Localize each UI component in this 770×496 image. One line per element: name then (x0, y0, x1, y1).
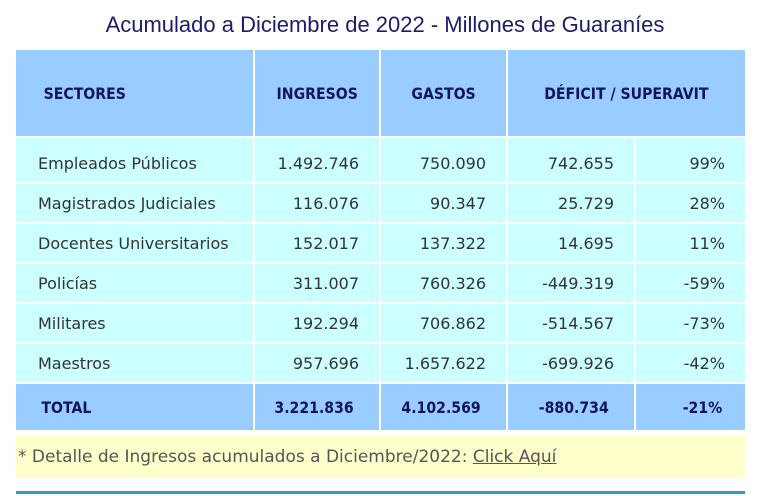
cell-deficit: 742.655 (508, 138, 634, 182)
cell-sector: Docentes Universitarios (16, 224, 253, 262)
note-text: * Detalle de Ingresos acumulados a Dicie… (18, 447, 473, 467)
header-sectores: SECTORES (16, 50, 253, 136)
table-row: Policías 311.007 760.326 -449.319 -59% (16, 264, 745, 302)
cell-sector: Policías (16, 264, 253, 302)
cell-gastos: 760.326 (381, 264, 506, 302)
cell-ingresos: 116.076 (255, 184, 379, 222)
cell-deficit: 14.695 (508, 224, 634, 262)
cell-ingresos: 957.696 (255, 344, 379, 382)
cell-sector: Militares (16, 304, 253, 342)
cell-ingresos: 192.294 (255, 304, 379, 342)
total-gastos: 4.102.569 (381, 384, 506, 430)
cell-ingresos: 1.492.746 (255, 138, 379, 182)
cell-pct: 28% (636, 184, 745, 222)
total-label: TOTAL (16, 384, 253, 430)
total-row: TOTAL 3.221.836 4.102.569 -880.734 -21% (16, 384, 745, 430)
cell-deficit: -514.567 (508, 304, 634, 342)
header-ingresos: INGRESOS (255, 50, 379, 136)
table-row: Magistrados Judiciales 116.076 90.347 25.72… (16, 184, 745, 222)
total-ingresos: 3.221.836 (255, 384, 379, 430)
data-table: SECTORES INGRESOS GASTOS DÉFICIT / SUPER… (14, 48, 747, 432)
cell-ingresos: 311.007 (255, 264, 379, 302)
cell-deficit: -449.319 (508, 264, 634, 302)
click-aqui-link[interactable]: Click Aquí (472, 447, 557, 467)
cell-ingresos: 152.017 (255, 224, 379, 262)
note: * Detalle de Ingresos acumulados a Dicie… (16, 436, 745, 478)
total-pct: -21% (636, 384, 745, 430)
table-row: Docentes Universitarios 152.017 137.322 14.… (16, 224, 745, 262)
total-deficit: -880.734 (508, 384, 634, 430)
cell-pct: 99% (636, 138, 745, 182)
table-row: Empleados Públicos 1.492.746 750.090 742.65… (16, 138, 745, 182)
cell-gastos: 1.657.622 (381, 344, 506, 382)
cell-gastos: 706.862 (381, 304, 506, 342)
divider (16, 491, 745, 494)
table-row: Maestros 957.696 1.657.622 -699.926 -42% (16, 344, 745, 382)
cell-pct: -42% (636, 344, 745, 382)
cell-sector: Magistrados Judiciales (16, 184, 253, 222)
cell-deficit: -699.926 (508, 344, 634, 382)
cell-sector: Maestros (16, 344, 253, 382)
cell-gastos: 137.322 (381, 224, 506, 262)
table-row: Militares 192.294 706.862 -514.567 -73% (16, 304, 745, 342)
cell-sector: Empleados Públicos (16, 138, 253, 182)
page-title: Acumulado a Diciembre de 2022 - Millones… (105, 12, 665, 37)
cell-pct: -59% (636, 264, 745, 302)
header-gastos: GASTOS (381, 50, 506, 136)
cell-deficit: 25.729 (508, 184, 634, 222)
cell-pct: -73% (636, 304, 745, 342)
cell-gastos: 90.347 (381, 184, 506, 222)
cell-gastos: 750.090 (381, 138, 506, 182)
header-deficit: DÉFICIT / SUPERAVIT (508, 50, 745, 136)
header-row: SECTORES INGRESOS GASTOS DÉFICIT / SUPER… (16, 50, 745, 136)
cell-pct: 11% (636, 224, 745, 262)
